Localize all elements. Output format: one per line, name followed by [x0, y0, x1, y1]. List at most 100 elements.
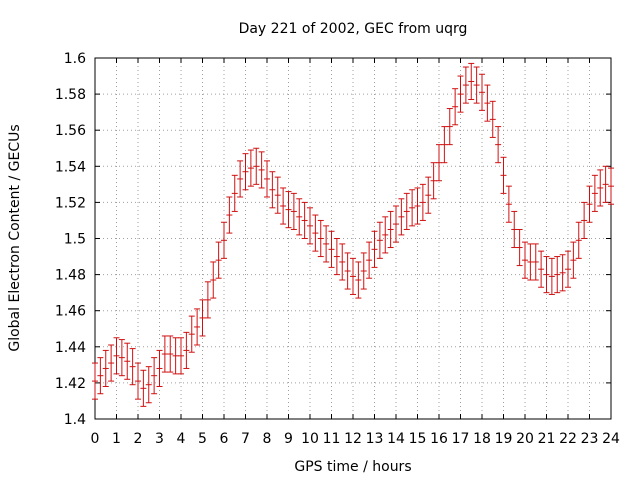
- error-bar-point: [387, 210, 394, 249]
- y-tick-label: 1.44: [55, 340, 86, 356]
- y-axis-label: Global Electron Content / GECUs: [7, 124, 23, 351]
- ticks: 0 1 2 3 4 5 6 7 8 9 10 11 12 13 14 15 16 17 18 19 20 21 22 23 24…: [55, 51, 620, 447]
- error-bar-point: [264, 160, 270, 198]
- error-bar-point: [167, 335, 174, 373]
- grid: [95, 58, 611, 419]
- x-tick-label: 6: [220, 431, 229, 447]
- error-bar-point: [290, 192, 297, 230]
- error-bar-point: [430, 162, 437, 200]
- x-tick-label: 4: [177, 431, 186, 447]
- error-bar-point: [570, 241, 577, 279]
- x-tick-label: 9: [284, 431, 293, 447]
- error-bar-point: [565, 250, 571, 288]
- error-bar-point: [355, 261, 362, 299]
- error-bar-point: [194, 308, 201, 346]
- error-bar-point: [446, 108, 453, 146]
- error-bar-point: [436, 144, 442, 182]
- error-bar-point: [274, 176, 281, 214]
- error-bar-point: [586, 185, 593, 223]
- error-bar-point: [366, 241, 373, 279]
- error-bar-point: [548, 257, 555, 295]
- error-bar-point: [376, 221, 383, 259]
- error-bar-point: [559, 254, 566, 292]
- error-bar-point: [516, 228, 523, 267]
- error-bar-point: [398, 198, 405, 236]
- error-bar-point: [473, 66, 480, 104]
- error-bar-point: [204, 281, 211, 319]
- error-bar-point: [156, 349, 163, 388]
- error-bar-point: [575, 221, 582, 259]
- error-bar-point: [382, 216, 389, 254]
- y-tick-label: 1.46: [55, 304, 86, 320]
- error-bar-point: [188, 315, 195, 353]
- error-bar-point: [360, 252, 367, 290]
- error-bar-point: [161, 335, 168, 373]
- error-bar-point: [269, 171, 276, 209]
- y-tick-label: 1.48: [55, 268, 86, 284]
- error-bar-point: [505, 185, 512, 223]
- error-bar-point: [199, 299, 206, 337]
- error-bar-point: [172, 337, 179, 375]
- error-bar-point: [591, 174, 598, 212]
- error-bar-point: [221, 221, 227, 259]
- x-tick-label: 12: [344, 431, 362, 447]
- x-tick-label: 15: [409, 431, 427, 447]
- error-bar-point: [317, 219, 324, 258]
- error-bar-point: [495, 126, 502, 164]
- error-bar-point: [135, 362, 141, 400]
- x-tick-label: 11: [323, 431, 341, 447]
- x-tick-label: 1: [112, 431, 121, 447]
- error-bar-point: [215, 241, 222, 279]
- error-bar-point: [151, 357, 158, 395]
- error-bar-point: [124, 342, 131, 380]
- x-tick-label: 10: [301, 431, 319, 447]
- x-tick-label: 23: [581, 431, 599, 447]
- error-bar-point: [511, 210, 518, 249]
- error-bar-point: [258, 151, 265, 189]
- error-bar-point: [178, 337, 184, 375]
- x-tick-label: 2: [134, 431, 143, 447]
- error-bar-point: [479, 73, 485, 111]
- error-bar-point: [183, 331, 190, 369]
- x-tick-label: 20: [516, 431, 534, 447]
- x-tick-label: 0: [91, 431, 100, 447]
- y-tick-label: 1.54: [55, 159, 86, 175]
- error-bar-point: [328, 230, 335, 268]
- error-bar-point: [554, 256, 561, 294]
- error-bar-point: [145, 366, 152, 404]
- error-bar-point: [457, 75, 464, 113]
- error-bar-point: [403, 192, 410, 230]
- error-bar-point: [118, 339, 125, 377]
- error-bar-point: [468, 62, 475, 101]
- error-bar-point: [108, 344, 115, 382]
- error-bar-point: [500, 156, 507, 194]
- error-bar-point: [210, 261, 217, 299]
- y-tick-label: 1.58: [55, 87, 86, 103]
- chart-title: Day 221 of 2002, GEC from uqrg: [239, 21, 468, 37]
- x-tick-label: 21: [538, 431, 556, 447]
- error-bar-point: [414, 187, 421, 225]
- error-bar-point: [489, 100, 496, 138]
- error-bar-point: [102, 349, 109, 388]
- error-bar-point: [312, 214, 319, 252]
- error-bar-point: [484, 84, 491, 122]
- x-tick-label: 7: [241, 431, 250, 447]
- error-bar-point: [285, 191, 292, 229]
- error-bar-point: [231, 174, 238, 212]
- error-bar-point: [597, 169, 604, 207]
- error-bar-point: [92, 362, 98, 400]
- error-bar-point: [581, 201, 588, 239]
- x-tick-label: 3: [155, 431, 164, 447]
- error-bar-point: [280, 187, 287, 225]
- error-bar-point: [532, 243, 539, 281]
- error-bar-point: [350, 257, 356, 295]
- x-tick-label: 8: [263, 431, 272, 447]
- error-bar-point: [527, 243, 534, 281]
- error-bar-point: [140, 369, 147, 407]
- error-bar-point: [393, 205, 399, 243]
- error-bar-point: [462, 66, 469, 104]
- x-tick-label: 18: [473, 431, 491, 447]
- y-tick-label: 1.42: [55, 376, 86, 392]
- x-tick-label: 19: [495, 431, 513, 447]
